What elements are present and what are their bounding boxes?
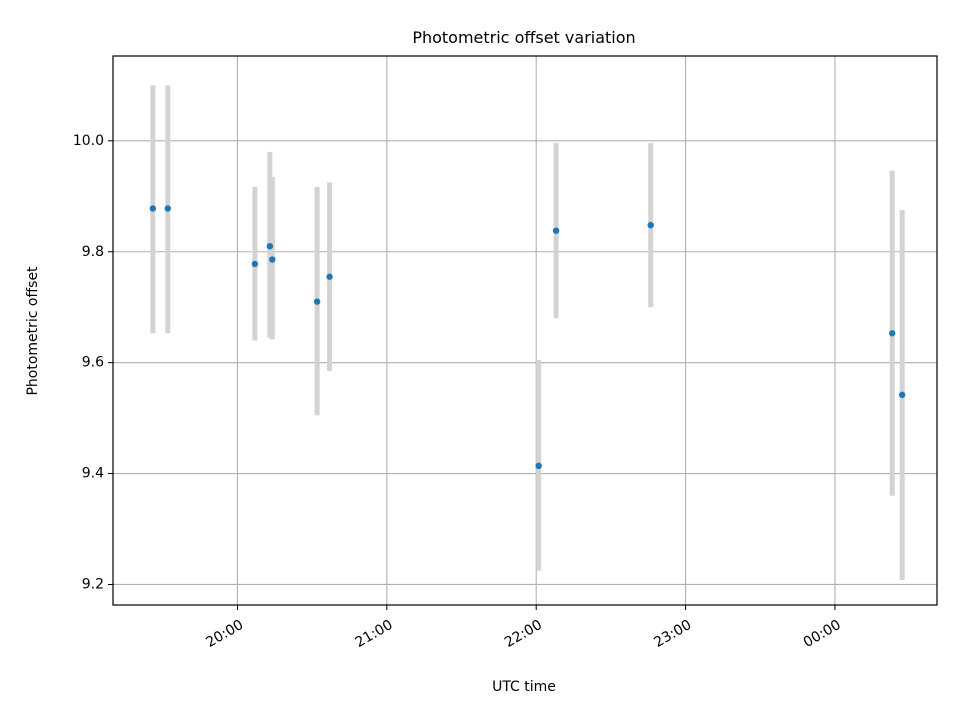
y-axis-label: Photometric offset [25, 266, 41, 396]
grid-layer [113, 56, 937, 605]
data-point [326, 273, 333, 280]
y-tick-label: 9.4 [82, 466, 104, 482]
data-point [266, 243, 274, 250]
plot-frame [112, 55, 938, 606]
y-tick-label: 9.2 [82, 576, 104, 592]
y-tick-label: 9.6 [82, 355, 104, 371]
chart-title: Photometric offset variation [412, 28, 635, 47]
data-point [313, 298, 321, 305]
data-point [251, 260, 259, 268]
data-point [535, 462, 542, 470]
tick-layer: 20:00 21:00 22:00 23:00 00:00 9.2 9.4 9.6 9.8 10.… [73, 133, 844, 651]
point-layer [149, 205, 906, 470]
data-point [164, 205, 171, 212]
errorbar-layer [150, 85, 905, 581]
x-tick-label: 20:00 [203, 617, 246, 651]
x-tick-label: 23:00 [651, 617, 694, 651]
data-point [269, 256, 276, 263]
data-point [888, 330, 896, 337]
data-point [149, 205, 157, 212]
data-point [647, 221, 654, 229]
y-tick-label: 9.8 [82, 244, 104, 260]
data-point [898, 391, 906, 399]
x-axis-label: UTC time [492, 679, 556, 695]
y-tick-label: 10.0 [73, 133, 104, 149]
x-tick-label: 21:00 [353, 617, 396, 651]
data-point [552, 227, 560, 234]
x-tick-label: 22:00 [502, 617, 545, 651]
x-tick-label: 00:00 [801, 617, 844, 651]
